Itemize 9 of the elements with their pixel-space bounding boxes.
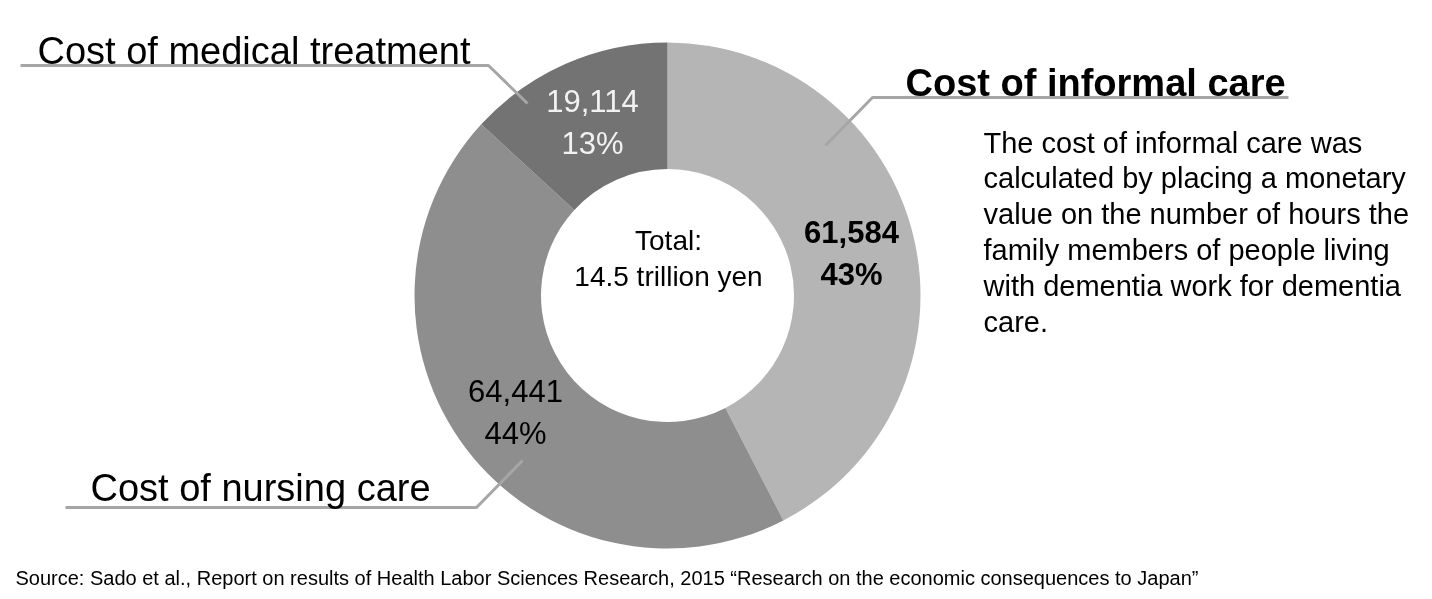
slice-label: Cost of informal care [905, 61, 1286, 104]
slice-label: Cost of medical treatment [37, 29, 471, 72]
data-label: 64,441 44% [468, 374, 563, 451]
slice-label: Cost of nursing care [90, 466, 431, 509]
data-label: 61,584 43% [804, 215, 900, 292]
text: Total: 14.5 trillion yen [574, 225, 763, 292]
data-label: 19,114 13% [546, 84, 639, 161]
source-note: Source: Sado et al., Report on results of Health Labor Sciences Research, 2015 “Research on the economic consequences to Japan” [15, 566, 1199, 589]
text: The cost of informal care was calculated by placing a monetary value on the number of hours the family members of people living with dementia work for dementia care. [982, 126, 1410, 338]
